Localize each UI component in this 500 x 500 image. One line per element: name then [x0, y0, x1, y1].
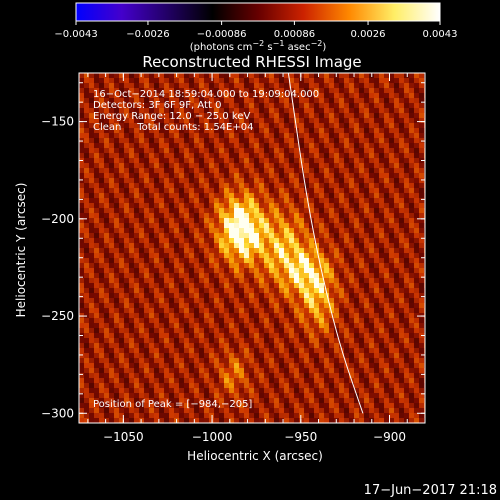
info-block: 16−Oct−2014 18:59:04.000 to 19:09:04.000… [93, 89, 319, 410]
info-line-counts: Clean Total counts: 1.54E+04 [93, 122, 253, 133]
colorbar-gradient [75, 2, 441, 22]
colorbar: −0.0043 −0.0026 −0.00086 0.00086 0.0026 0.004… [54, 2, 458, 53]
x-tick-label: −1000 [192, 430, 233, 444]
y-tick-label: −250 [41, 309, 74, 323]
plot-area: −1050 −1000 −950 −900 −150 −200 −250 −300 [41, 72, 426, 444]
x-axis-label: Heliocentric X (arcsec) [187, 449, 323, 463]
colorbar-tick-label: 0.0043 [423, 29, 458, 40]
plot-timestamp: 17−Jun−2017 21:18 [363, 483, 497, 498]
colorbar-tick-label: 0.0026 [351, 29, 386, 40]
x-tick-label: −1050 [103, 430, 144, 444]
heatmap-image [79, 73, 425, 423]
y-tick-label: −300 [41, 406, 74, 420]
colorbar-ticks: −0.0043 −0.0026 −0.00086 0.00086 0.0026 0.004… [54, 21, 458, 40]
x-tick-label: −900 [373, 430, 406, 444]
info-line-detectors: Detectors: 3F 6F 9F, Att 0 [93, 100, 221, 111]
colorbar-tick-label: −0.0026 [126, 29, 169, 40]
colorbar-tick-label: −0.0043 [54, 29, 97, 40]
colorbar-tick-label: −0.00086 [197, 29, 247, 40]
colorbar-tick-label: 0.00086 [274, 29, 315, 40]
chart-title: Reconstructed RHESSI Image [142, 53, 361, 71]
y-tick-label: −200 [41, 212, 74, 226]
peak-position-label: Position of Peak = [−984,−205] [93, 399, 252, 410]
y-axis-label: Heliocentric Y (arcsec) [14, 183, 28, 318]
solar-limb-curve [287, 73, 364, 414]
axis-ticks: −1050 −1000 −950 −900 −150 −200 −250 −300 [41, 73, 426, 444]
colorbar-unit-label: (photons cm−2 s−1 asec−2) [190, 39, 327, 53]
x-tick-label: −950 [284, 430, 317, 444]
info-line-energy: Energy Range: 12.0 − 25.0 keV [93, 111, 250, 122]
y-tick-label: −150 [41, 115, 74, 129]
plot-frame [78, 72, 426, 424]
info-line-time: 16−Oct−2014 18:59:04.000 to 19:09:04.000 [93, 89, 319, 100]
